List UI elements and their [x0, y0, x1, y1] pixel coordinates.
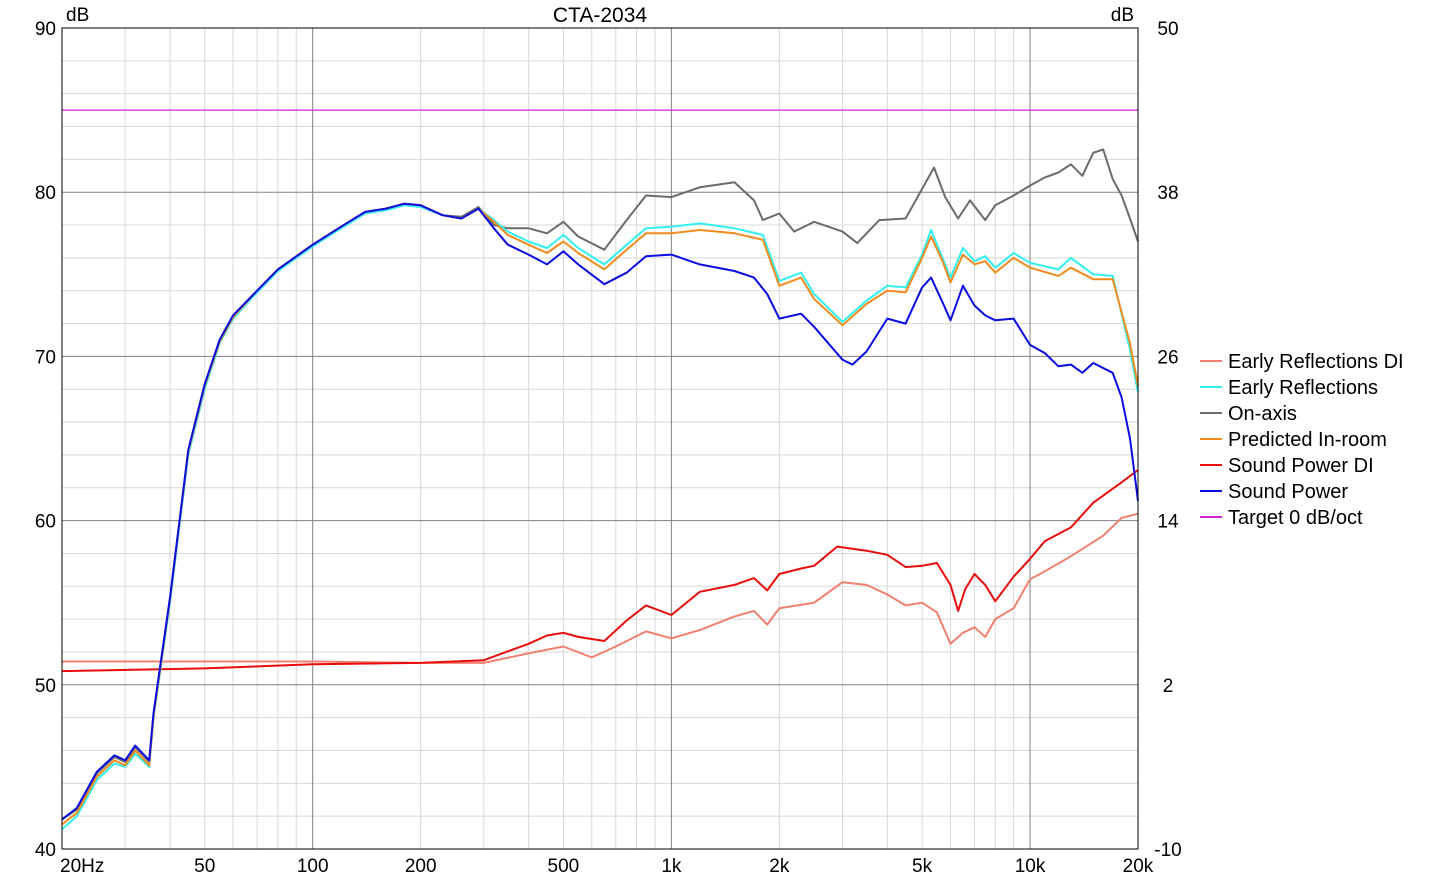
- y-left-tick-label: 70: [35, 347, 56, 368]
- y-left-tick-label: 40: [35, 840, 56, 861]
- series-line-sound-power-di: [61, 469, 1139, 673]
- series-line-early-reflections: [61, 204, 1139, 831]
- legend: Early Reflections DI Early Reflections On-…: [1200, 351, 1404, 529]
- x-tick-label: 5k: [912, 856, 933, 876]
- legend-label-sound-power: Sound Power: [1228, 481, 1348, 503]
- legend-label-target-0-db-oct: Target 0 dB/oct: [1228, 507, 1363, 529]
- y-left-tick-label: 50: [35, 676, 56, 697]
- plot-frame: [61, 27, 1139, 850]
- x-tick-label: 50: [194, 856, 215, 876]
- y-left-tick-label: 80: [35, 183, 56, 204]
- y-axis-right-ticks: 50 38 26 14 2 -10: [1154, 19, 1181, 861]
- x-tick-label: 2k: [769, 856, 790, 876]
- y-right-tick-label: -10: [1154, 840, 1181, 861]
- major-gridlines: [62, 28, 1138, 849]
- x-tick-label: 20k: [1123, 856, 1154, 876]
- y-left-tick-label: 90: [35, 19, 56, 40]
- series-line-predicted-in-room: [61, 202, 1139, 826]
- y-right-tick-label: 14: [1157, 512, 1179, 533]
- x-tick-label: 200: [405, 856, 437, 876]
- y-right-tick-label: 2: [1163, 676, 1174, 697]
- series-lines: [61, 109, 1139, 831]
- x-tick-label: 500: [548, 856, 580, 876]
- x-tick-label: 10k: [1015, 856, 1046, 876]
- y-axis-left-ticks: 90 80 70 60 50 40: [35, 19, 56, 861]
- legend-label-on-axis: On-axis: [1228, 403, 1297, 425]
- y-right-tick-label: 26: [1157, 347, 1178, 368]
- series-line-sound-power: [61, 202, 1139, 821]
- legend-label-early-reflections-di: Early Reflections DI: [1228, 351, 1404, 373]
- y-right-tick-label: 38: [1157, 183, 1178, 204]
- x-tick-label: 100: [297, 856, 329, 876]
- series-line-on-axis: [61, 148, 1139, 821]
- y-axis-right-label: dB: [1111, 5, 1134, 26]
- x-tick-label: 20Hz: [60, 856, 104, 876]
- y-left-tick-label: 60: [35, 512, 56, 533]
- y-axis-left-label: dB: [66, 5, 89, 26]
- legend-label-sound-power-di: Sound Power DI: [1228, 455, 1374, 477]
- x-tick-label: 1k: [661, 856, 682, 876]
- chart-title: CTA-2034: [553, 4, 647, 27]
- y-right-tick-label: 50: [1157, 19, 1178, 40]
- legend-label-early-reflections: Early Reflections: [1228, 377, 1378, 399]
- legend-label-predicted-in-room: Predicted In-room: [1228, 429, 1387, 451]
- series-line-early-reflections-di: [62, 512, 1139, 664]
- minor-gridlines: [62, 28, 1138, 849]
- x-axis-ticks: 20Hz 50 100 200 500 1k 2k 5k 10k 20k: [60, 856, 1154, 876]
